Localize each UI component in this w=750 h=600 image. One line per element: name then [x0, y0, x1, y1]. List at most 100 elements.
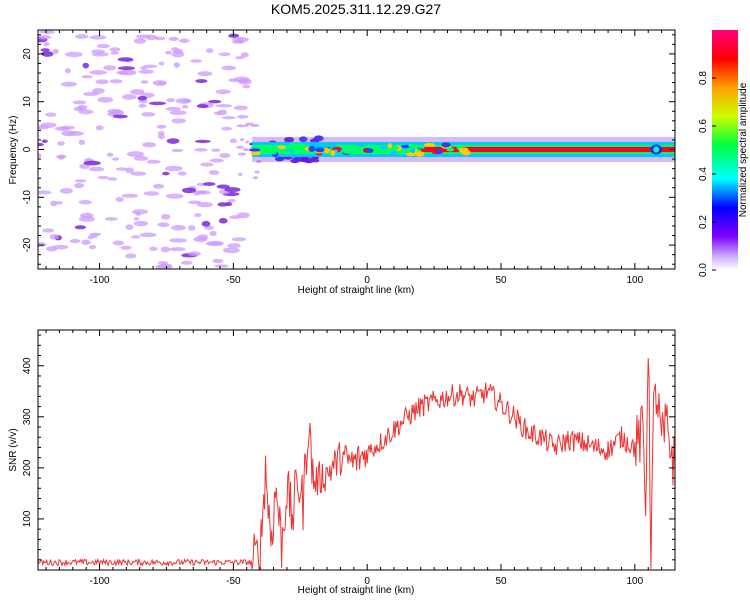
noise-blob [161, 213, 171, 220]
spectrogram-ytick-label: 20 [22, 48, 33, 60]
spectrogram-xlabel: Height of straight line (km) [298, 285, 415, 296]
noise-blob [117, 57, 134, 62]
noise-blob [160, 246, 171, 253]
noise-blob [54, 201, 63, 205]
noise-blob [195, 79, 208, 84]
noise-blob [112, 114, 128, 119]
noise-blob [78, 139, 86, 145]
noise-blob [165, 193, 184, 199]
noise-blob [173, 62, 180, 68]
noise-blob [152, 183, 165, 189]
signal-speckle [365, 148, 374, 153]
noise-blob [81, 75, 93, 79]
noise-blob [41, 139, 48, 143]
noise-blob [221, 65, 237, 71]
noise-blob [171, 118, 187, 124]
noise-blob [227, 243, 241, 249]
noise-blob [140, 66, 148, 70]
noise-blob [240, 52, 249, 58]
signal-speckle [416, 144, 426, 148]
noise-blob [52, 244, 69, 250]
noise-blob [242, 148, 250, 152]
noise-blob [79, 163, 90, 169]
noise-blob [156, 81, 166, 86]
noise-blob [138, 103, 147, 108]
noise-blob [218, 217, 228, 224]
noise-blob [157, 133, 165, 140]
noise-blob [115, 197, 124, 202]
signal-speckle [459, 147, 469, 154]
signal-speckle [387, 143, 392, 149]
snr-ytick-label: 200 [22, 459, 33, 476]
noise-blob [166, 97, 175, 103]
noise-blob [78, 200, 92, 205]
noise-blob [236, 145, 244, 149]
noise-blob [133, 155, 149, 161]
noise-blob [49, 234, 60, 240]
snr-ytick-label: 300 [22, 408, 33, 425]
signal-speckle [357, 143, 365, 147]
noise-blob [104, 217, 118, 221]
noise-blob [206, 240, 224, 247]
colorbar-gradient [712, 30, 738, 270]
signal-halo [299, 136, 308, 143]
signal-core-band [420, 146, 675, 153]
noise-blob [80, 212, 94, 219]
noise-blob [221, 116, 236, 120]
signal-halo [292, 156, 302, 161]
noise-blob [92, 88, 105, 94]
signal-band [248, 135, 675, 164]
noise-blob [157, 222, 170, 228]
noise-blob [96, 43, 111, 49]
noise-blob [130, 235, 141, 239]
noise-blob [65, 51, 83, 57]
signal-blob-core [653, 146, 660, 153]
noise-blob [125, 167, 135, 174]
signal-speckle [248, 148, 261, 152]
noise-blob [95, 125, 104, 131]
noise-blob [212, 258, 224, 264]
noise-blob [194, 213, 202, 218]
noise-blob [38, 153, 42, 159]
signal-speckle [308, 145, 316, 152]
colorbar-tick-label: 0.4 [698, 167, 709, 181]
noise-blob [45, 112, 57, 117]
spectrogram-xtick-label: -50 [226, 275, 241, 286]
noise-blob [169, 247, 186, 252]
noise-blob [211, 148, 221, 152]
noise-blob [43, 42, 50, 47]
noise-blob [40, 122, 57, 128]
noise-blob [233, 105, 248, 111]
noise-blob [106, 152, 114, 157]
noise-blob [218, 52, 231, 57]
noise-blob [38, 142, 44, 147]
noise-blob [229, 215, 242, 220]
signal-speckle [330, 150, 336, 156]
noise-blob [215, 89, 231, 95]
noise-blob [166, 138, 180, 144]
colorbar-tick-label: 0.2 [698, 215, 709, 229]
noise-blob [238, 172, 243, 176]
noise-blob [162, 171, 170, 176]
noise-blob [193, 236, 208, 243]
signal-speckle [390, 150, 397, 156]
noise-blob [231, 237, 247, 242]
snr-xtick-label: 100 [627, 576, 644, 587]
noise-blob [216, 184, 230, 189]
noise-blob [125, 224, 134, 230]
noise-blob [60, 81, 77, 87]
noise-blob [59, 188, 73, 194]
noise-blob [116, 167, 128, 171]
noise-blob [133, 217, 140, 221]
signal-speckle [293, 143, 306, 149]
noise-blob [82, 62, 90, 69]
noise-blob [74, 225, 87, 230]
noise-blob [148, 101, 167, 106]
spectrogram-xtick-label: 100 [627, 275, 644, 286]
noise-blob [245, 140, 250, 144]
noise-blob [237, 78, 249, 83]
spectrogram-ytick-label: 10 [22, 96, 33, 108]
signal-speckle [250, 150, 261, 156]
noise-blob [56, 141, 65, 146]
noise-blob [182, 104, 189, 109]
